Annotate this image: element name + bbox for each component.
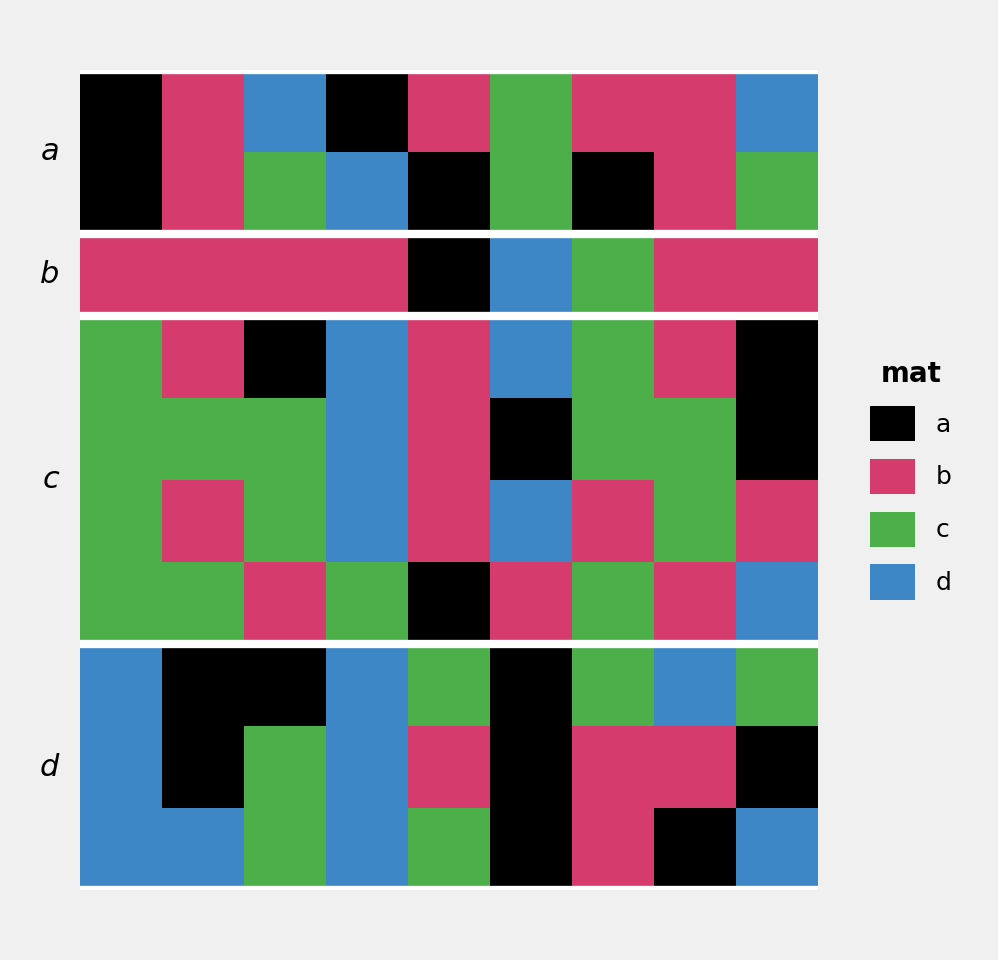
Bar	[737, 234, 818, 316]
Bar	[737, 480, 818, 562]
Bar	[162, 234, 244, 316]
Bar	[244, 808, 326, 890]
Bar	[490, 562, 572, 644]
Bar	[737, 70, 818, 152]
Bar	[490, 644, 572, 726]
Bar	[326, 234, 408, 316]
Bar	[737, 562, 818, 644]
Bar	[80, 562, 162, 644]
Bar	[408, 562, 490, 644]
Bar	[80, 808, 162, 890]
Bar	[162, 398, 244, 480]
Bar	[408, 726, 490, 808]
Bar	[490, 480, 572, 562]
Bar	[244, 562, 326, 644]
Text: d: d	[40, 753, 59, 781]
Bar	[737, 398, 818, 480]
Bar	[162, 562, 244, 644]
Bar	[244, 644, 326, 726]
Bar	[572, 480, 655, 562]
Bar	[572, 70, 655, 152]
Text: c: c	[43, 466, 59, 494]
Bar	[244, 234, 326, 316]
Bar	[162, 726, 244, 808]
Bar	[326, 562, 408, 644]
Bar	[408, 234, 490, 316]
Bar	[408, 480, 490, 562]
Bar	[737, 316, 818, 398]
Text: a: a	[41, 137, 59, 166]
Bar	[655, 70, 737, 152]
Bar	[80, 152, 162, 234]
Legend: a, b, c, d: a, b, c, d	[860, 350, 961, 610]
Bar	[244, 152, 326, 234]
Bar	[737, 152, 818, 234]
Bar	[572, 562, 655, 644]
Bar	[572, 808, 655, 890]
Bar	[326, 70, 408, 152]
Bar	[408, 70, 490, 152]
Bar	[244, 480, 326, 562]
Bar	[326, 644, 408, 726]
Bar	[572, 316, 655, 398]
Bar	[80, 480, 162, 562]
Bar	[655, 726, 737, 808]
Bar	[326, 316, 408, 398]
Bar	[162, 644, 244, 726]
Bar	[80, 234, 162, 316]
Bar	[408, 808, 490, 890]
Bar	[80, 644, 162, 726]
Bar	[326, 480, 408, 562]
Bar	[655, 234, 737, 316]
Bar	[326, 726, 408, 808]
Bar	[326, 808, 408, 890]
Bar	[655, 316, 737, 398]
Bar	[572, 726, 655, 808]
Bar	[408, 398, 490, 480]
Bar	[490, 152, 572, 234]
Bar	[655, 480, 737, 562]
Bar	[80, 726, 162, 808]
Bar	[655, 152, 737, 234]
Bar	[80, 316, 162, 398]
Bar	[737, 726, 818, 808]
Bar	[162, 808, 244, 890]
Bar	[490, 70, 572, 152]
Bar	[80, 398, 162, 480]
Bar	[490, 398, 572, 480]
Bar	[408, 152, 490, 234]
Bar	[572, 398, 655, 480]
Bar	[326, 152, 408, 234]
Bar	[655, 808, 737, 890]
Bar	[162, 316, 244, 398]
Bar	[655, 644, 737, 726]
Text: b: b	[40, 260, 59, 289]
Bar	[244, 316, 326, 398]
Bar	[572, 152, 655, 234]
Bar	[490, 726, 572, 808]
Bar	[162, 480, 244, 562]
Bar	[162, 152, 244, 234]
Bar	[737, 808, 818, 890]
Bar	[244, 398, 326, 480]
Bar	[162, 70, 244, 152]
Bar	[572, 644, 655, 726]
Bar	[490, 234, 572, 316]
Bar	[408, 316, 490, 398]
Bar	[655, 398, 737, 480]
Bar	[408, 644, 490, 726]
Bar	[737, 644, 818, 726]
Bar	[80, 70, 162, 152]
Bar	[244, 70, 326, 152]
Bar	[572, 234, 655, 316]
Bar	[655, 562, 737, 644]
Bar	[244, 726, 326, 808]
Bar	[490, 808, 572, 890]
Bar	[490, 316, 572, 398]
Bar	[326, 398, 408, 480]
